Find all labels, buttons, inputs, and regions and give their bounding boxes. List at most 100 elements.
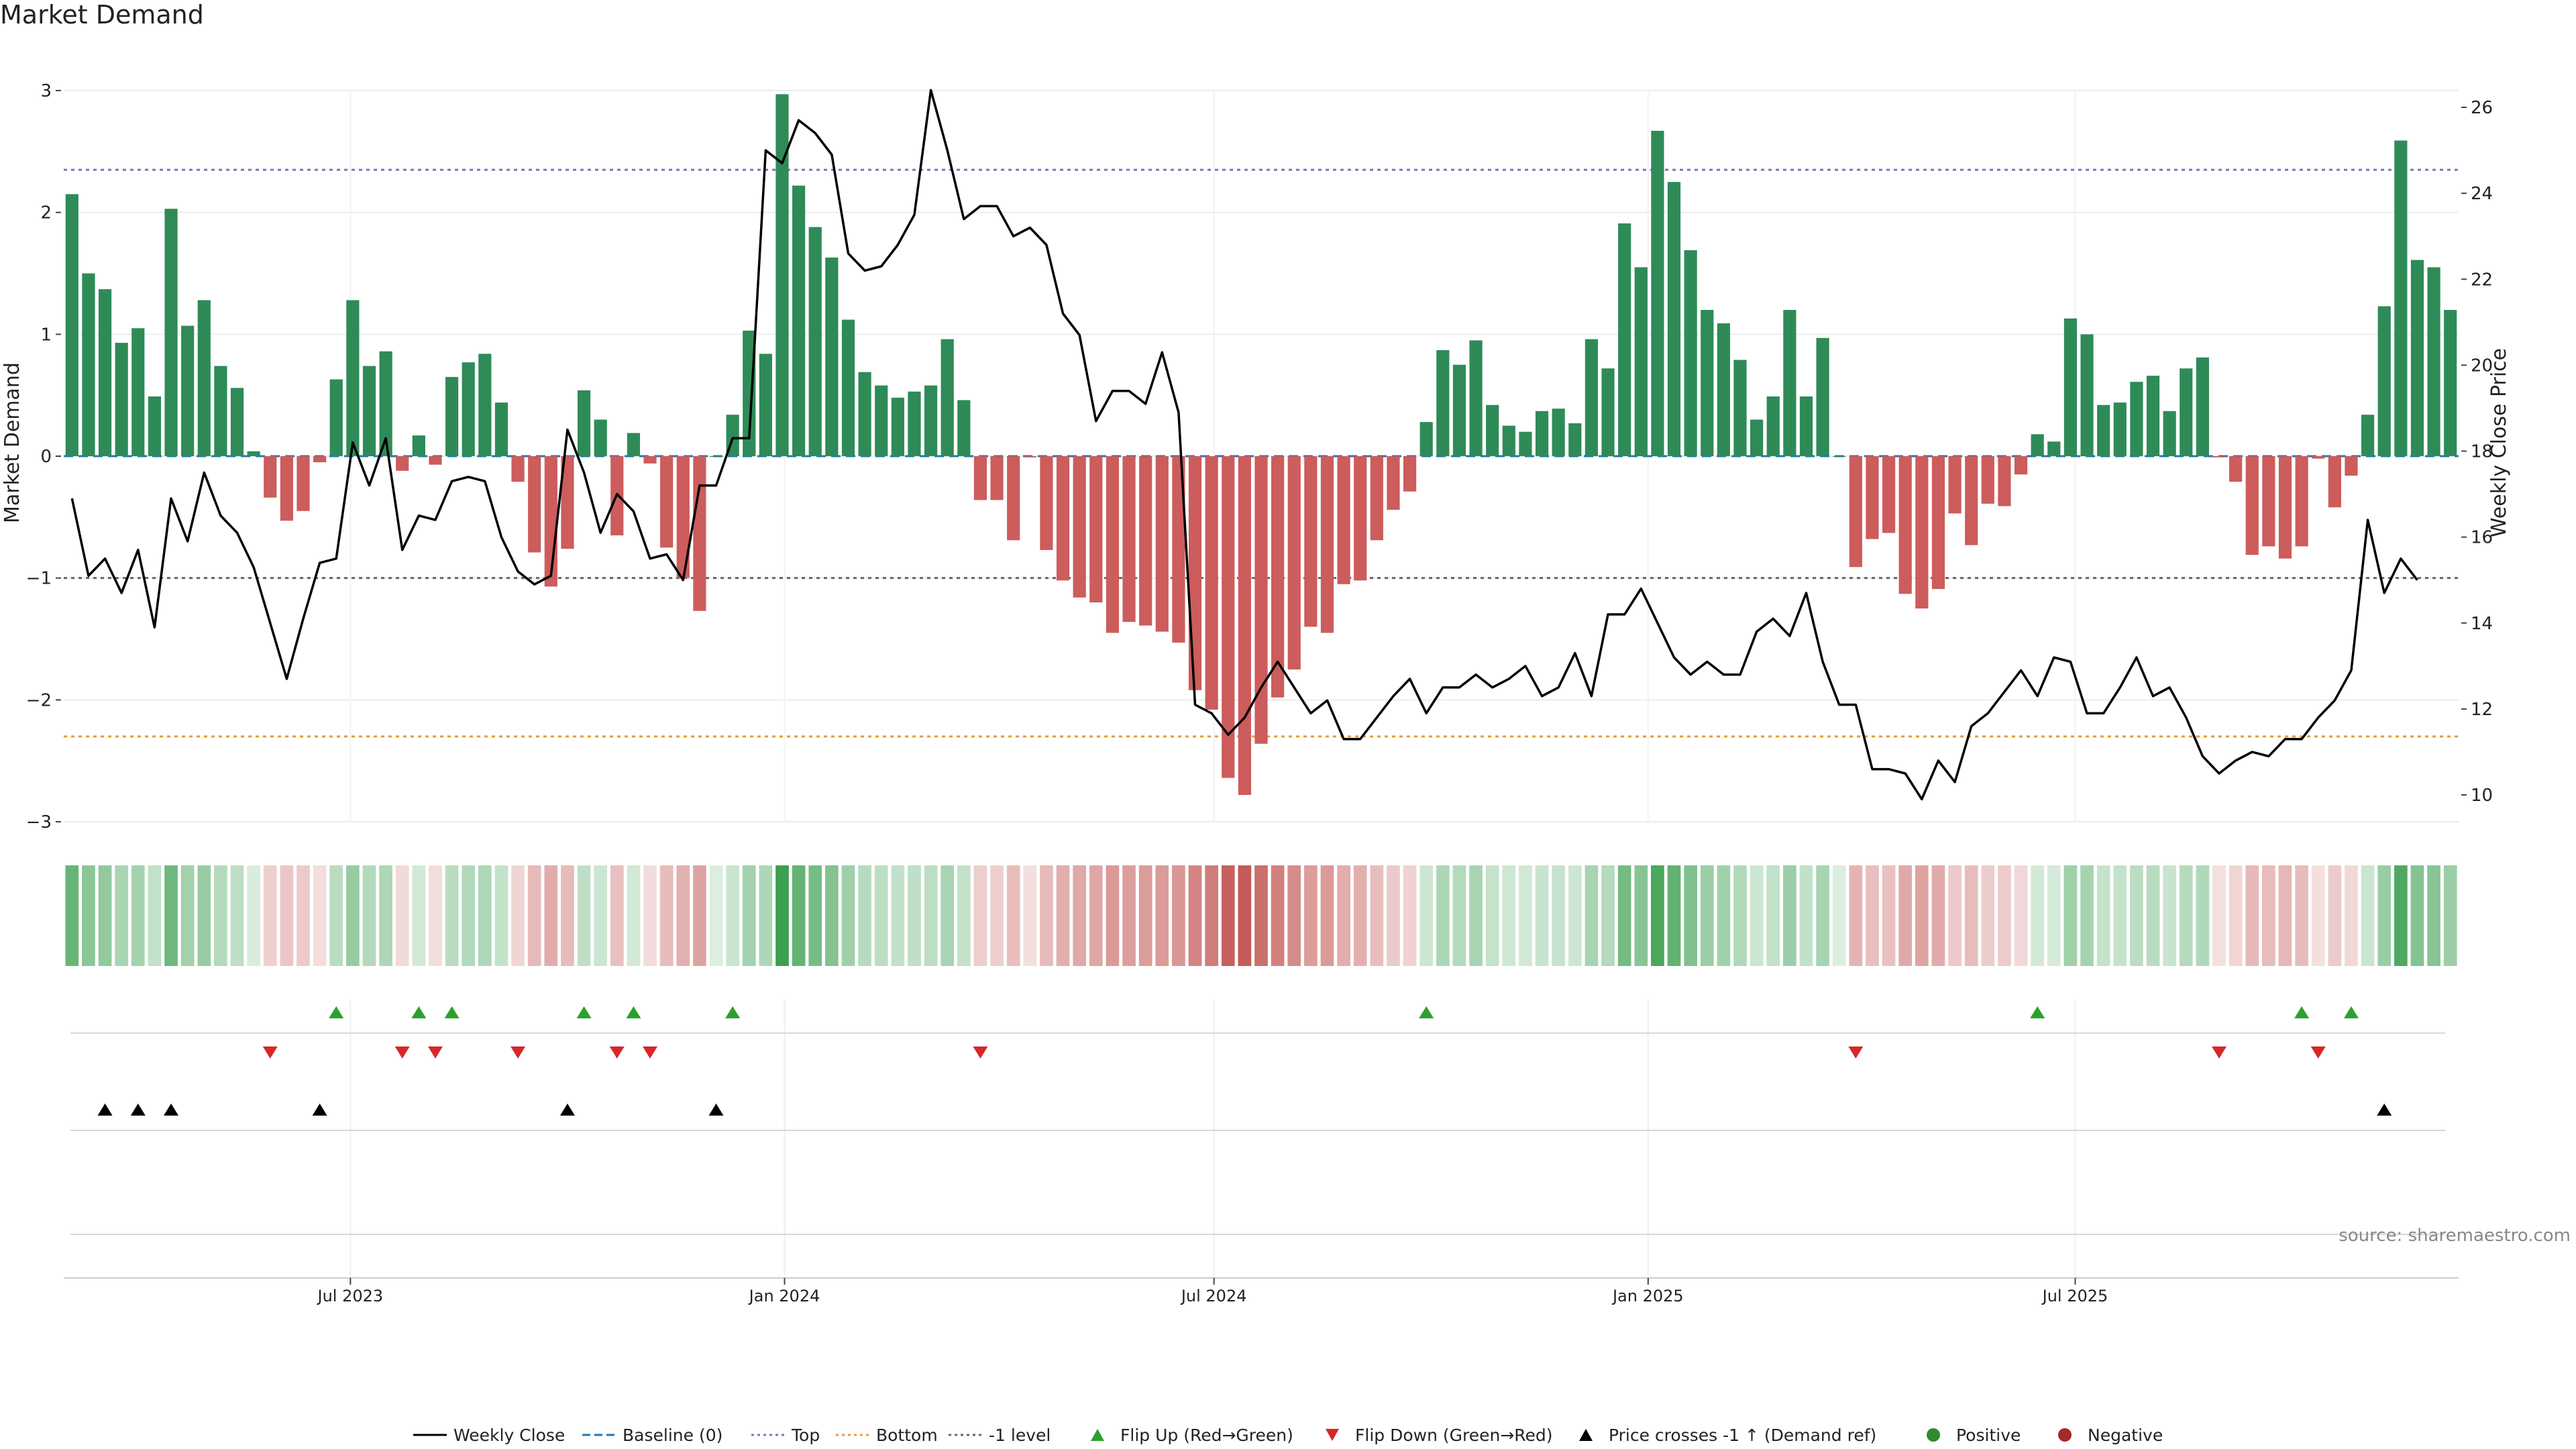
strip-cell (478, 865, 492, 966)
x-tick-label: Jan 2025 (1611, 1287, 1684, 1305)
strip-cell (1832, 865, 1846, 966)
strip-cell (990, 865, 1004, 966)
demand-bar (2163, 411, 2176, 456)
y-tick-label: 2 (40, 203, 52, 223)
flip-up-marker (2030, 1006, 2045, 1018)
strip-cell (1585, 865, 1599, 966)
strip-cell (82, 865, 95, 966)
flip-down-marker (394, 1046, 410, 1059)
demand-bar (2394, 140, 2408, 456)
flip-up-marker (2343, 1006, 2359, 1018)
demand-bar (693, 456, 706, 611)
demand-bar (990, 456, 1004, 500)
demand-bar (2295, 456, 2308, 547)
x-tick-label: Jul 2023 (317, 1287, 384, 1305)
demand-bar (1965, 456, 1978, 545)
demand-bar (462, 362, 475, 456)
strip-cell (1651, 865, 1664, 966)
demand-bar (1866, 456, 1879, 539)
strip-cell (941, 865, 955, 966)
source-note: source: sharemaestro.com (2339, 1226, 2571, 1246)
strip-cell (1882, 865, 1896, 966)
demand-bar (528, 456, 541, 553)
demand-bar (429, 456, 442, 465)
demand-bar (2196, 357, 2209, 456)
demand-bar (643, 456, 657, 464)
strip-cell (1931, 865, 1945, 966)
strip-cell (2096, 865, 2110, 966)
demand-bar (561, 456, 574, 549)
strip-cell (742, 865, 756, 966)
demand-bar (1073, 456, 1086, 598)
demand-bar (858, 372, 871, 456)
strip-cell (1419, 865, 1434, 966)
strip-cell (1106, 865, 1120, 966)
demand-bar (478, 354, 492, 456)
strip-cell (577, 865, 591, 966)
flip-down-marker (1848, 1046, 1864, 1059)
demand-bar (2410, 260, 2424, 456)
demand-bar (1122, 456, 1136, 623)
demand-bar (2328, 456, 2341, 508)
demand-bar (214, 366, 227, 456)
demand-bar (1139, 456, 1152, 626)
demand-bar (1849, 456, 1862, 568)
strip-cell (1337, 865, 1350, 966)
strip-cell (908, 865, 921, 966)
signal-rows (70, 1006, 2445, 1235)
price-cross-marker (2377, 1104, 2392, 1116)
demand-bar (131, 328, 145, 456)
strip-cell (280, 865, 294, 966)
strip-cell (643, 865, 657, 966)
strip-cell (197, 865, 211, 966)
demand-bar (2080, 334, 2094, 456)
strip-cell (1155, 865, 1169, 966)
strip-cell (1535, 865, 1549, 966)
legend-swatch (1927, 1428, 1940, 1442)
demand-bar (841, 319, 855, 456)
strip-cell (1040, 865, 1053, 966)
strip-cell (131, 865, 145, 966)
y2-tick-label: 22 (2471, 270, 2493, 290)
demand-bar (1915, 456, 1929, 609)
demand-bar (1486, 405, 1499, 456)
demand-bar (973, 456, 987, 500)
demand-bar (1354, 456, 1367, 581)
demand-bar (808, 227, 822, 456)
flip-up-marker (2294, 1006, 2310, 1018)
strip-cell (1023, 865, 1037, 966)
strip-cell (2361, 865, 2375, 966)
demand-bar (297, 456, 310, 511)
strip-cell (379, 865, 392, 966)
strip-cell (1006, 865, 1020, 966)
strip-cell (1073, 865, 1087, 966)
strip-cell (2295, 865, 2308, 966)
flip-down-marker (2212, 1046, 2226, 1059)
strip-cell (808, 865, 822, 966)
demand-bar (759, 354, 772, 456)
flip-down-marker (609, 1046, 625, 1059)
strip-cell (1981, 865, 1995, 966)
demand-bar (627, 433, 641, 456)
strip-cell (1287, 865, 1301, 966)
demand-bar (594, 419, 607, 456)
strip-cell (1238, 865, 1252, 966)
y-tick-label: 3 (40, 81, 52, 101)
strip-cell (2212, 865, 2226, 966)
strip-cell (148, 865, 162, 966)
y2-tick-label: 26 (2471, 98, 2493, 118)
demand-bar (346, 300, 360, 456)
strip-cell (412, 865, 426, 966)
strip-cell (2014, 865, 2028, 966)
demand-bar (65, 194, 78, 456)
strip-cell (1915, 865, 1929, 966)
legend: Weekly Close Baseline (0) Top Bottom -1 leve… (413, 1426, 2163, 1445)
strip-cell (1898, 865, 1913, 966)
strip-cell (2311, 865, 2325, 966)
y2-tick-label: 20 (2471, 356, 2493, 376)
demand-bar (743, 330, 756, 456)
strip-cell (627, 865, 641, 966)
demand-bar (82, 273, 95, 456)
strip-cell (1667, 865, 1681, 966)
